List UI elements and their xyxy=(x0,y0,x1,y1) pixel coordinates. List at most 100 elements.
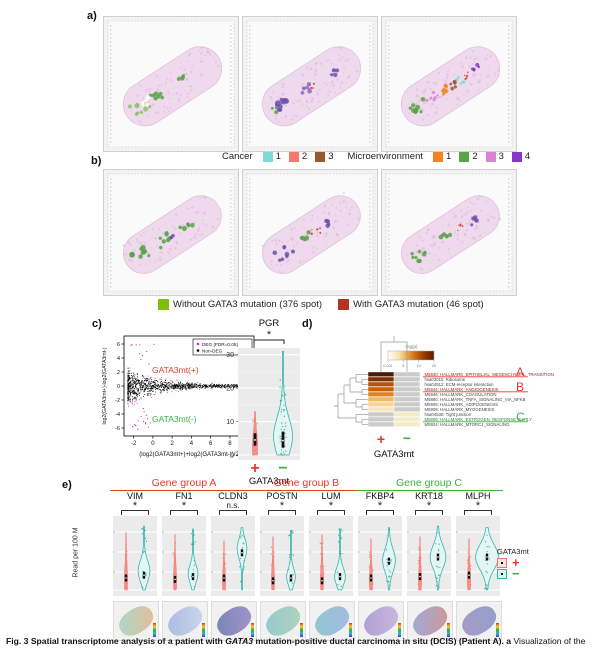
caption-segment: mutation-positive ductal carcinoma in si… xyxy=(253,636,507,646)
panel-b-label: b) xyxy=(91,155,102,167)
dendrograms xyxy=(334,336,408,425)
gene-column-FN1: FN1 * xyxy=(162,491,206,598)
svg-text:30: 30 xyxy=(226,352,234,359)
tissue-thumbnail-4 xyxy=(260,600,306,641)
heatmap-row-label: M5906: HALLMARK_ESTROGEN_RESPONSE_EARLY xyxy=(425,417,533,422)
panel-a-label: a) xyxy=(87,10,97,22)
ma-plot: -2 0 2 4 6 8 10 -6 -4 -2 0 2 4 6 (log2(GATA3mt+)+log2(… xyxy=(102,335,255,458)
cancer-swatches: 1 2 3 xyxy=(257,151,336,162)
significance-bracket xyxy=(415,510,443,515)
ma-y-axis-label: log2(GATA3mt+)-log2(GATA3mt-) xyxy=(102,347,108,424)
significance-bracket xyxy=(121,510,149,515)
tissue-thumbnail-7 xyxy=(407,600,453,641)
tissue-image-b-3 xyxy=(381,169,517,296)
heatmap-plus-label: + xyxy=(377,431,385,447)
gene-name: FN1 xyxy=(175,491,193,501)
cluster-legend: Cancer 1 2 3 Microenvironment 1 2 3 4 xyxy=(222,151,532,162)
gene-column-KRT18: KRT18 * xyxy=(407,491,451,598)
violin-plot-FKBP4 xyxy=(358,516,402,596)
svg-text:-6: -6 xyxy=(115,426,120,432)
heatmap-row-label: M5930: HALLMARK_EPITHELIAL_MESENCHYMAL_T… xyxy=(425,372,554,377)
svg-text:0: 0 xyxy=(117,384,120,390)
significance-star: * xyxy=(181,500,187,512)
with-mutation-swatch xyxy=(338,299,350,310)
svg-text:-2: -2 xyxy=(115,398,120,404)
significance-star: * xyxy=(475,500,481,512)
heatmap-row-label: M5924: HALLMARK_MTORC1_SIGNALING xyxy=(425,422,511,427)
significance-bracket xyxy=(268,510,296,515)
significance-ns: n.s. xyxy=(226,501,240,510)
cancer-swatch-1 xyxy=(262,151,273,162)
gene-column-POSTN: POSTN * xyxy=(260,491,304,598)
caption-segment: a xyxy=(506,636,512,646)
significance-star: * xyxy=(132,500,138,512)
significance-star: * xyxy=(328,500,334,512)
violin-plot-MLPH xyxy=(456,516,500,596)
gata3mt-legend: GATA3mt + − xyxy=(497,547,529,580)
svg-text:0.001: 0.001 xyxy=(383,364,393,368)
thumbnail-colorbar xyxy=(251,623,254,637)
tissue-image-a-1 xyxy=(103,16,239,152)
significance-bracket xyxy=(219,510,247,515)
microenvironment-legend-title: Microenvironment xyxy=(347,151,424,162)
svg-text:DEG (FDR=0.05): DEG (FDR=0.05) xyxy=(202,342,239,347)
heatmap-row-label: hsa04530: Tight junction xyxy=(425,412,472,417)
microenvironment-item-1: 1 xyxy=(427,151,453,162)
thumbnail-tissue-blob xyxy=(261,600,305,641)
significance-bracket xyxy=(317,510,345,515)
significance-star: * xyxy=(377,500,383,512)
cancer-swatch-3 xyxy=(315,151,326,162)
ma-x-axis-label: (log2(GATA3mt+)+log2(GATA3mt-))/2 xyxy=(139,452,239,458)
enrichment-heatmap: -log(p) 0.001 5 10 20 M5930: HALLMARK_EPITHEL… xyxy=(334,336,554,460)
microenvironment-number: 4 xyxy=(524,151,531,162)
gene-group-header-3: Gene group C xyxy=(355,477,503,491)
pgr-significance: * xyxy=(267,329,272,341)
thumbnail-tissue-blob xyxy=(114,600,158,641)
thumbnail-tissue-blob xyxy=(310,600,354,641)
gene-name: LUM xyxy=(321,491,341,501)
heatmap-row-label: M5946: HALLMARK_COAGULATION xyxy=(425,392,497,397)
svg-text:-2: -2 xyxy=(131,441,137,447)
pgr-x-axis-label: GATA3mt xyxy=(249,476,290,487)
mutation-legend: Without GATA3 mutation (376 spot) With G… xyxy=(158,299,500,310)
gene-column-CLDN3: CLDN3 n.s. xyxy=(211,491,255,598)
microenvironment-swatches: 1 2 3 4 xyxy=(427,151,532,162)
plus-swatch-dot xyxy=(501,561,503,564)
thumbnail-tissue-blob xyxy=(163,600,207,641)
gene-name: FKBP4 xyxy=(365,491,395,501)
svg-text:4: 4 xyxy=(190,441,194,447)
colorbar-label: -log(p) xyxy=(404,344,418,349)
thumbnail-tissue-blob xyxy=(212,600,256,641)
significance-bracket xyxy=(170,510,198,515)
svg-text:0: 0 xyxy=(230,452,234,459)
cancer-item-3: 3 xyxy=(309,151,335,162)
svg-text:6: 6 xyxy=(209,441,213,447)
tissue-thumbnail-1 xyxy=(113,600,159,641)
microenvironment-number: 1 xyxy=(446,151,452,162)
microenvironment-swatch-3 xyxy=(485,151,496,162)
cancer-number: 3 xyxy=(328,151,334,162)
gene-name: VIM xyxy=(126,491,143,501)
thumbnail-tissue-blob xyxy=(457,600,501,641)
gene-group-marker-B: B xyxy=(516,380,524,394)
gene-column-LUM: LUM * xyxy=(309,491,353,598)
svg-text:2: 2 xyxy=(117,370,120,376)
gene-group-header-2: Gene group B xyxy=(257,477,356,491)
svg-text:Non-DEG: Non-DEG xyxy=(202,349,223,354)
microenvironment-item-4: 4 xyxy=(506,151,532,162)
svg-text:10: 10 xyxy=(417,364,421,368)
violin-plot-FN1 xyxy=(162,516,206,596)
minus-swatch xyxy=(497,568,507,579)
with-mutation-legend-item: With GATA3 mutation (46 spot) xyxy=(338,299,486,310)
heatmap-row-label: M5890: HALLMARK_TNFA_SIGNALING_VIA_NFKB xyxy=(425,397,526,402)
gene-name: CLDN3 xyxy=(218,491,248,501)
gata3mt-minus-item: − xyxy=(497,567,529,580)
ma-legend: DEG (FDR=0.05) Non-DEG xyxy=(192,338,253,356)
gene-group-marker-C: C xyxy=(516,410,525,424)
gene-name: KRT18 xyxy=(415,491,443,501)
cancer-number: 2 xyxy=(301,151,308,162)
panel-c-label: c) xyxy=(92,318,102,330)
gata3mt-legend-title: GATA3mt xyxy=(497,547,529,556)
pgr-minus-violin xyxy=(273,350,293,456)
